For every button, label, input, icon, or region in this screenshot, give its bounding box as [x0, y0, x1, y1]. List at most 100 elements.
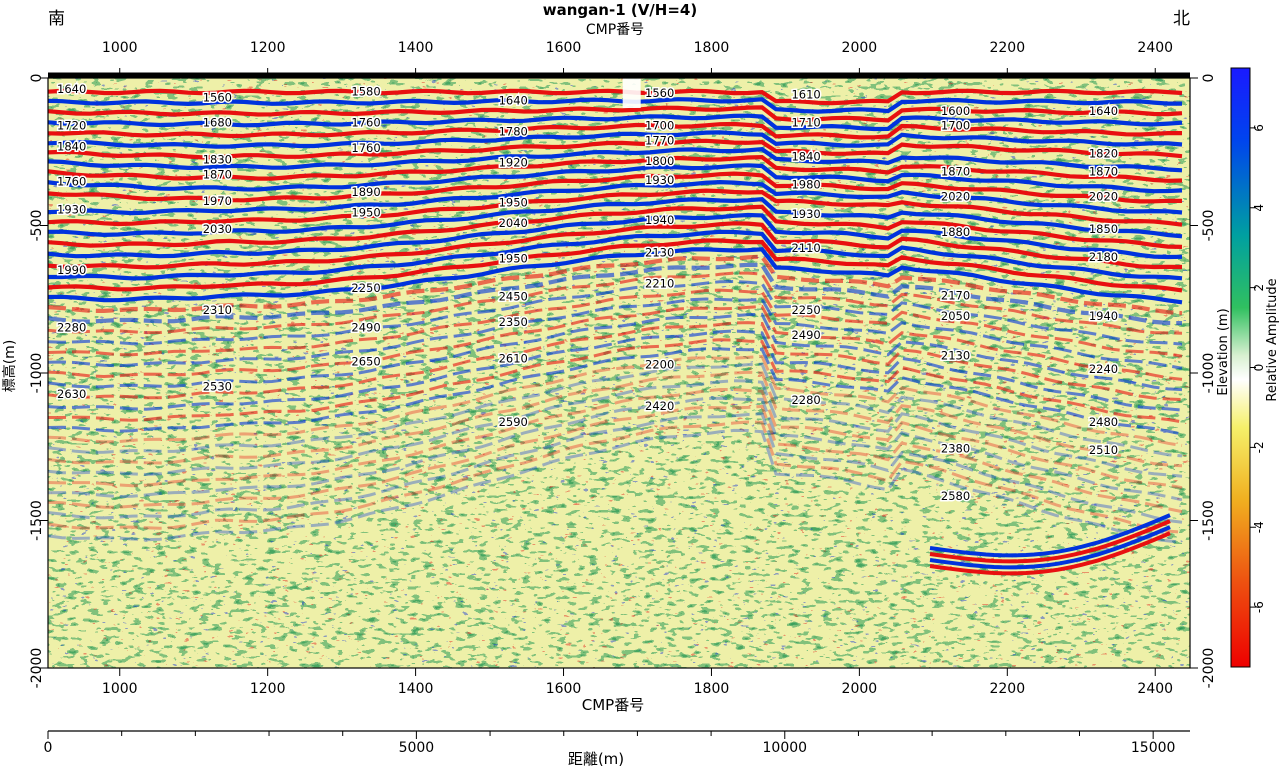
velocity-label: 2630 — [57, 387, 86, 401]
velocity-label: 1640 — [57, 82, 86, 96]
reflector-band — [48, 154, 1183, 183]
colorbar-tick-label: 2 — [1252, 284, 1266, 292]
colorbar-tick-label: -6 — [1252, 601, 1266, 613]
top-cmp-tick-label: 2400 — [1137, 40, 1173, 56]
colorbar-tick-label: -2 — [1252, 441, 1266, 453]
velocity-label: 1640 — [499, 94, 528, 108]
reflector-band — [48, 113, 1183, 132]
reflector-band — [48, 229, 1183, 281]
velocity-label: 1640 — [1089, 104, 1118, 118]
velocity-label: 2350 — [499, 315, 528, 329]
reflector-band — [48, 147, 1183, 173]
top-cmp-tick-label: 2200 — [989, 40, 1025, 56]
velocity-label: 1610 — [791, 88, 820, 102]
bottom-cmp-tick-label: 1600 — [546, 681, 582, 697]
top-axis-label: CMP番号 — [586, 22, 644, 38]
velocity-label: 1870 — [203, 167, 232, 181]
reflector-band — [48, 279, 1183, 346]
right-elev-tick-label: -1500 — [1201, 500, 1217, 541]
reflector-band — [48, 428, 1183, 544]
bottom-cmp-tick-label: 2400 — [1137, 681, 1173, 697]
colorbar-tick-label: -4 — [1252, 521, 1266, 533]
data-gap — [622, 78, 641, 108]
deep-reflector-band — [929, 519, 1171, 564]
reflector-band — [48, 262, 1183, 326]
velocity-label: 1870 — [1089, 164, 1118, 178]
top-cmp-tick-label: 2000 — [842, 40, 878, 56]
velocity-label: 2130 — [645, 245, 674, 259]
velocity-label: 2240 — [1089, 362, 1118, 376]
top-cmp-tick-label: 1400 — [398, 40, 434, 56]
reflector-band — [48, 138, 1183, 160]
velocity-label: 1980 — [791, 178, 820, 192]
velocity-label: 2040 — [499, 216, 528, 230]
velocity-label: 1700 — [941, 119, 970, 133]
velocity-label: 1580 — [351, 85, 380, 99]
reflector-band — [48, 396, 1183, 502]
velocity-label: 2580 — [941, 489, 970, 503]
velocity-label: 1930 — [791, 207, 820, 221]
velocity-label: 2310 — [203, 303, 232, 317]
velocity-label: 2210 — [645, 276, 674, 290]
top-cmp-axis: 1000 1200 1400 1600 1800 2000 2200 2400 — [48, 40, 1190, 77]
north-label: 北 — [1173, 9, 1190, 29]
left-axis-label: 標高(m) — [1, 340, 18, 393]
reflector-band — [48, 121, 1182, 140]
reflector-band — [48, 188, 1183, 227]
velocity-label: 2490 — [791, 328, 820, 342]
reflector-band — [48, 297, 1183, 370]
colorbar-ticks: 6 4 2 0 -2 -4 -6 — [1250, 124, 1266, 613]
velocity-label: 2200 — [645, 358, 674, 372]
velocity-label: 1760 — [351, 116, 380, 130]
right-elev-tick-label: -1000 — [1201, 353, 1217, 394]
velocity-label: 2530 — [203, 380, 232, 394]
reflector-band — [48, 312, 1183, 392]
velocity-label: 1840 — [791, 150, 820, 164]
reflector-band — [48, 370, 1183, 468]
velocity-label: 1940 — [1089, 309, 1118, 323]
velocity-label: 1720 — [57, 119, 86, 133]
reflector-band — [48, 404, 1183, 514]
colorbar-label: Relative Amplitude — [1265, 278, 1280, 401]
velocity-label: 2250 — [791, 303, 820, 317]
velocity-label: 1950 — [499, 195, 528, 209]
velocity-label: 2030 — [203, 222, 232, 236]
deep-reflector-band — [929, 531, 1171, 576]
seismic-section-plot: 1640 1720 1840 1760 1930 1990 2280 2630 1560 1680… — [48, 78, 1190, 668]
reflector-band — [48, 288, 1183, 358]
reflector-band — [48, 221, 1183, 270]
bottom-cmp-axis: 1000 1200 1400 1600 1800 2000 2200 2400 — [102, 668, 1173, 697]
colorbar-tick-label: 4 — [1252, 204, 1266, 212]
right-elev-tick-label: -2000 — [1201, 648, 1217, 689]
velocity-label: 2590 — [499, 415, 528, 429]
top-cmp-tick-label: 1800 — [694, 40, 730, 56]
velocity-label: 1770 — [645, 133, 674, 147]
bottom-cmp-tick-label: 2200 — [989, 681, 1025, 697]
velocity-label: 2380 — [941, 442, 970, 456]
colorbar-tick-label: 6 — [1252, 124, 1266, 132]
velocity-label: 2490 — [351, 321, 380, 335]
velocity-label: 1680 — [203, 116, 232, 130]
velocity-label: 1940 — [645, 213, 674, 227]
velocity-label: 1890 — [351, 185, 380, 199]
velocity-label: 1820 — [1089, 147, 1118, 161]
reflector-band — [48, 362, 1183, 458]
velocity-label: 2650 — [351, 355, 380, 369]
velocity-label: 1930 — [57, 203, 86, 217]
velocity-label: 1800 — [645, 154, 674, 168]
right-elevation-axis: 0 -500 -1000 -1500 -2000 — [1190, 74, 1217, 689]
velocity-label: 2110 — [791, 241, 820, 255]
reflector-band — [48, 271, 1183, 335]
distance-tick-label: 10000 — [763, 740, 808, 756]
reflector-band — [48, 212, 1183, 260]
reflector-band — [48, 254, 1183, 316]
figure-title: wangan-1 (V/H=4) — [543, 1, 697, 19]
velocity-label: 1600 — [941, 104, 970, 118]
left-elev-tick-label: -500 — [29, 210, 45, 242]
velocity-label: 2250 — [351, 281, 380, 295]
velocity-label: 1880 — [941, 225, 970, 239]
reflector-band — [48, 88, 1183, 106]
velocity-label: 1560 — [203, 91, 232, 105]
velocity-label: 2450 — [499, 290, 528, 304]
